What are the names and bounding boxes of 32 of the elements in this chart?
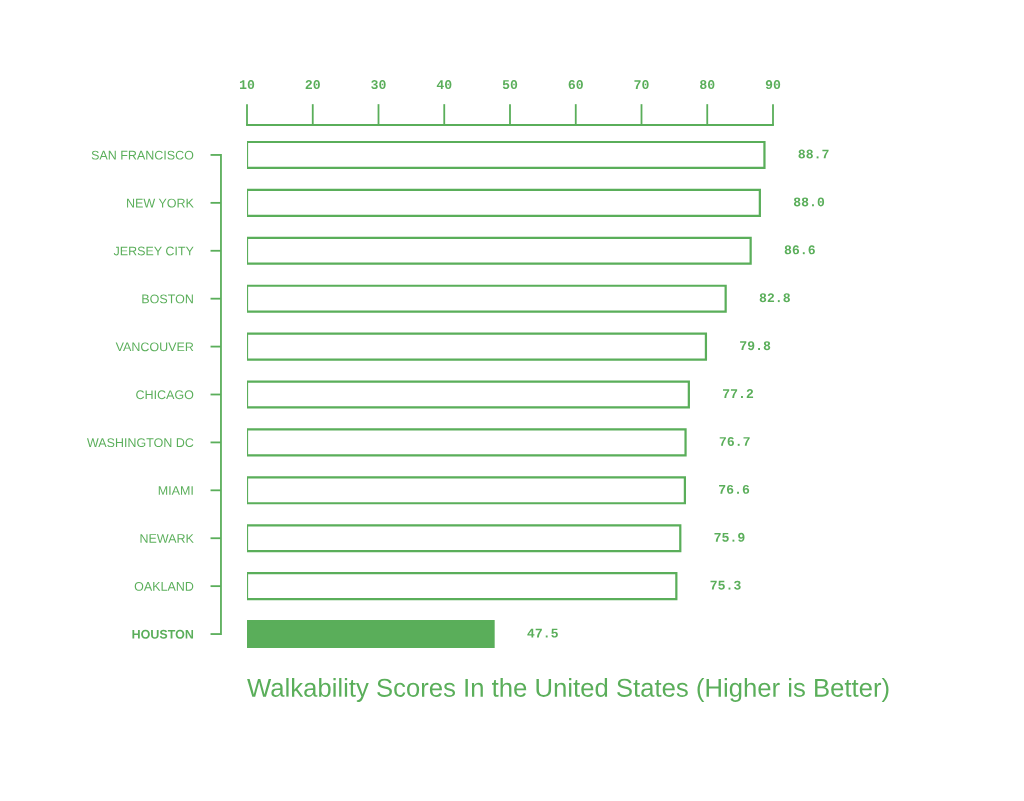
text: Walkability Scores In the United States (Higher is Better): [247, 678, 889, 702]
data-label: 76.7: [719, 437, 750, 446]
data-label: 77.2: [723, 389, 754, 398]
data-label: 86.6: [784, 245, 815, 255]
data-label: 79.8: [740, 341, 771, 351]
data-label: 88.0: [793, 197, 825, 207]
y-tick-label: NEW YORK: [127, 198, 194, 208]
x-tick-label: 70: [634, 80, 649, 90]
data-label: 75.9: [714, 532, 745, 542]
y-tick-label: SAN FRANCISCO: [91, 150, 194, 160]
data-label: 47.5: [527, 628, 558, 638]
data-label: 82.8: [759, 293, 790, 303]
x-tick-label: 30: [371, 80, 386, 90]
x-tick-label: 60: [568, 80, 583, 90]
y-tick-label: MIAMI: [158, 486, 193, 495]
y-tick-label: NEWARK: [140, 534, 194, 543]
x-tick-label: 50: [502, 80, 518, 90]
y-tick-label: CHICAGO: [136, 390, 194, 400]
y-tick-label: BOSTON: [142, 294, 193, 304]
y-tick-label: OAKLAND: [134, 581, 194, 591]
x-tick-label: 80: [700, 80, 715, 90]
y-tick-label: WASHINGTON DC: [86, 438, 194, 448]
y-tick-label: VANCOUVER: [115, 342, 194, 352]
y-tick-label: JERSEY CITY: [113, 246, 194, 256]
data-label: 75.3: [710, 580, 741, 590]
x-tick-label: 90: [765, 80, 781, 90]
y-tick-label: HOUSTON: [132, 629, 194, 639]
x-tick-label: 10: [239, 80, 255, 90]
data-label: 76.6: [719, 484, 750, 494]
data-label: 88.7: [798, 149, 829, 159]
x-tick-label: 40: [436, 80, 452, 90]
x-tick-label: 20: [305, 80, 320, 90]
